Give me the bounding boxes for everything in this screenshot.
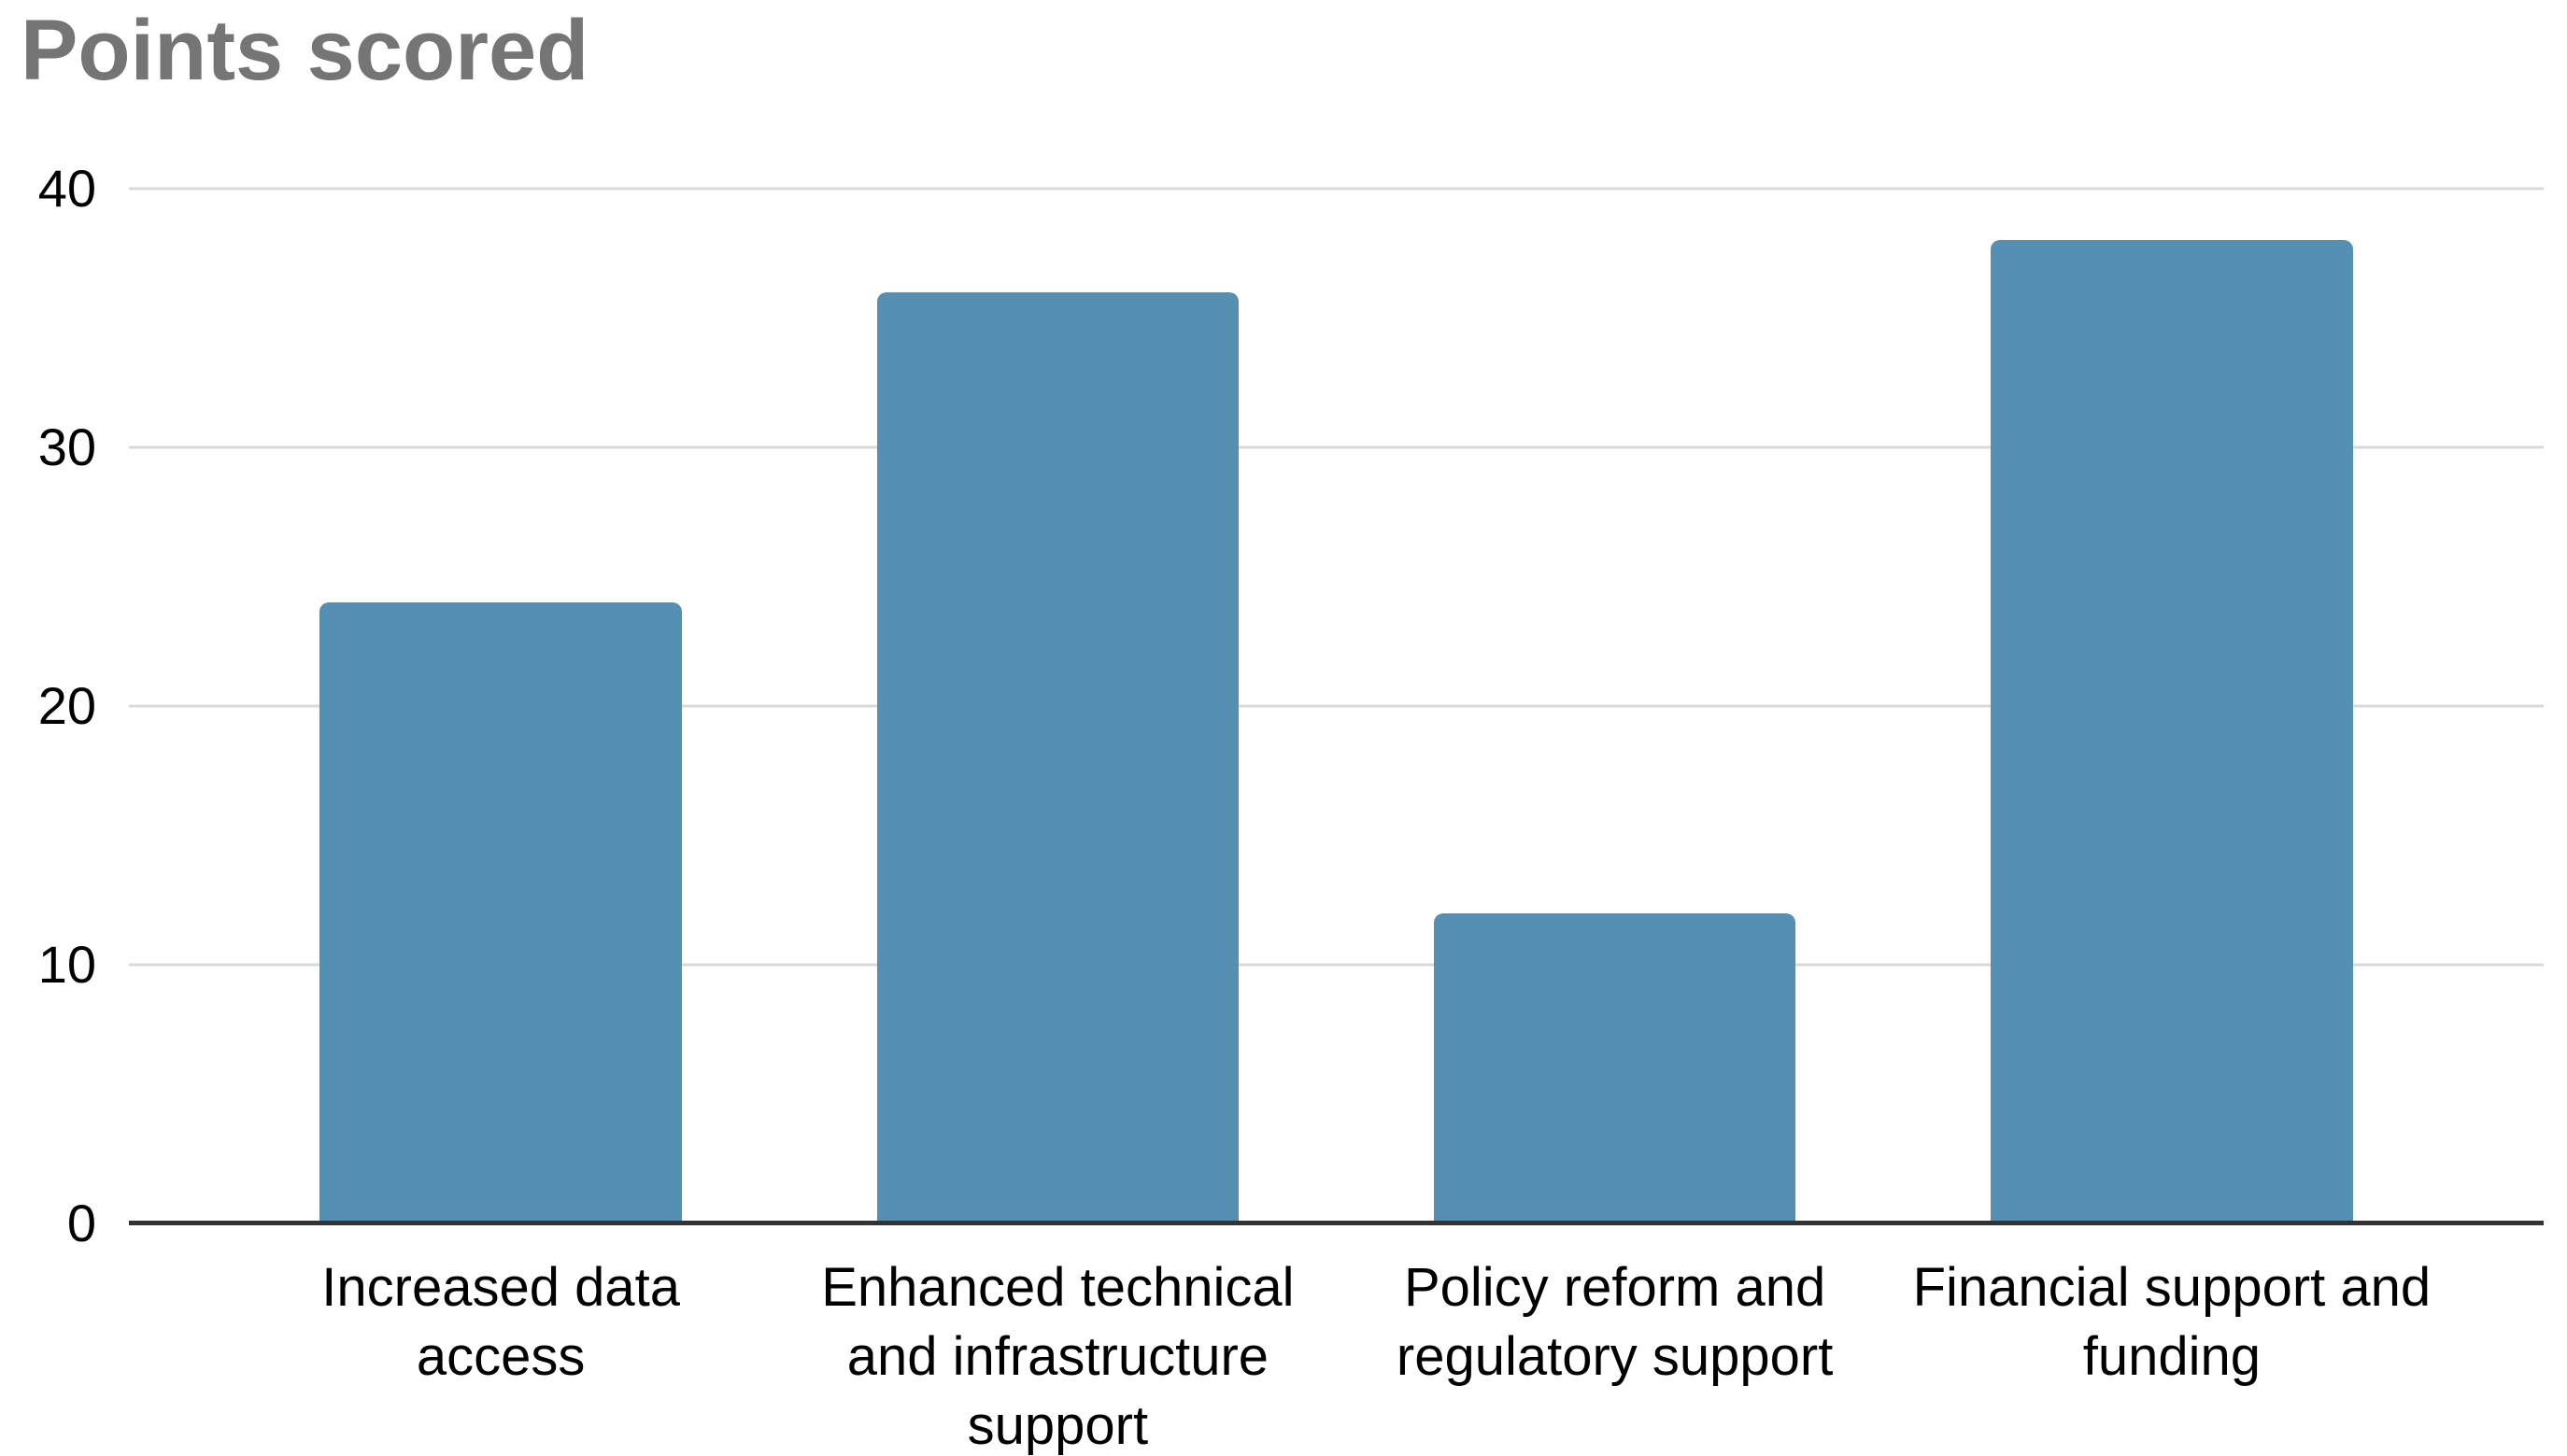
bar (1433, 912, 1796, 1223)
y-axis-tick-label: 40 (37, 159, 96, 218)
y-axis-tick-label: 30 (37, 417, 96, 476)
x-axis-category-label: Policy reform and regulatory support (1396, 1257, 1834, 1387)
x-axis-category-label: Increased data access (321, 1257, 680, 1387)
bars (222, 189, 2450, 1223)
x-axis-labels: Increased data access Enhanced technical … (222, 1253, 2450, 1456)
bar-slot (779, 189, 1336, 1223)
bar-slot (1893, 189, 2450, 1223)
bar (876, 291, 1240, 1223)
chart-title: Points scored (21, 3, 589, 98)
x-axis-category-label: Financial support and funding (1912, 1257, 2432, 1387)
y-axis-tick-label: 0 (66, 1194, 96, 1252)
x-axis-category-label: Enhanced technical and infrastructure su… (821, 1257, 1295, 1456)
y-axis-tick-label: 20 (37, 676, 96, 735)
bar (319, 602, 682, 1223)
bar-slot (222, 189, 779, 1223)
gridline (129, 704, 2544, 708)
x-axis-line (129, 1221, 2544, 1225)
gridline (129, 187, 2544, 191)
bar (1991, 240, 2353, 1223)
bar-slot (1337, 189, 1893, 1223)
gridline (129, 963, 2544, 967)
gridline (129, 445, 2544, 449)
y-axis-tick-label: 10 (37, 935, 96, 994)
plot-area: Increased data access Enhanced technical … (38, 163, 2544, 1456)
